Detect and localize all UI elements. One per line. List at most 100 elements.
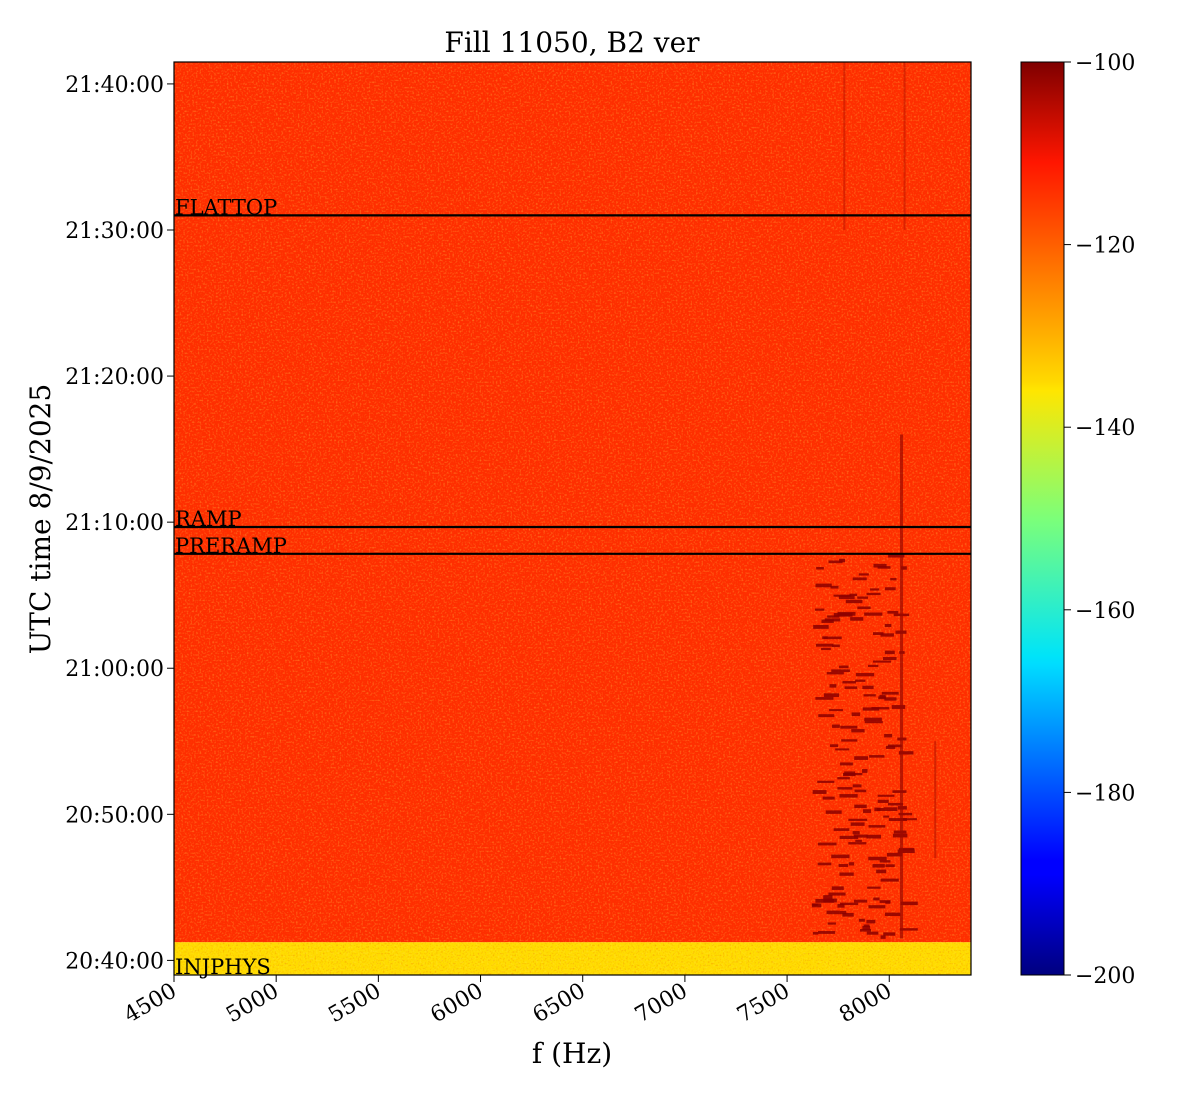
feature-mark bbox=[862, 685, 874, 690]
feature-mark bbox=[868, 856, 887, 861]
feature-mark bbox=[827, 615, 840, 618]
x-tick-label: 6000 bbox=[427, 979, 488, 1029]
feature-mark bbox=[845, 599, 863, 604]
feature-mark bbox=[823, 895, 833, 899]
feature-mark bbox=[872, 660, 891, 663]
feature-mark bbox=[829, 684, 837, 688]
feature-mark bbox=[837, 777, 850, 780]
feature-mark bbox=[852, 784, 862, 788]
feature-mark bbox=[848, 842, 867, 845]
feature-mark bbox=[828, 560, 843, 564]
feature-mark bbox=[842, 681, 856, 684]
feature-mark bbox=[860, 928, 872, 932]
feature-mark bbox=[822, 796, 835, 800]
feature-mark bbox=[831, 669, 850, 673]
feature-mark bbox=[883, 815, 890, 818]
feature-mark bbox=[858, 918, 865, 922]
feature-mark bbox=[838, 595, 855, 600]
feature-mark bbox=[840, 762, 853, 766]
feature-mark bbox=[886, 852, 903, 857]
feature-mark bbox=[849, 593, 858, 597]
feature-mark bbox=[832, 644, 840, 648]
feature-mark bbox=[852, 577, 867, 581]
chart-title: Fill 11050, B2 ver bbox=[444, 26, 700, 59]
feature-mark bbox=[891, 705, 906, 709]
feature-mark bbox=[839, 835, 859, 840]
feature-mark bbox=[823, 898, 837, 903]
feature-mark bbox=[880, 935, 886, 939]
feature-mark bbox=[885, 864, 895, 868]
feature-mark bbox=[868, 905, 886, 909]
feature-mark bbox=[883, 807, 898, 812]
feature-mark bbox=[817, 862, 832, 866]
feature-mark bbox=[832, 724, 840, 728]
feature-mark bbox=[878, 696, 887, 700]
feature-mark bbox=[884, 623, 892, 628]
noise-texture-dark bbox=[174, 62, 971, 975]
feature-mark bbox=[879, 900, 891, 903]
feature-mark bbox=[864, 721, 883, 724]
feature-mark bbox=[869, 755, 885, 758]
feature-mark bbox=[838, 864, 849, 867]
feature-mark bbox=[830, 585, 839, 589]
feature-mark bbox=[833, 594, 852, 597]
feature-mark bbox=[868, 825, 886, 828]
feature-mark bbox=[864, 717, 882, 722]
feature-mark bbox=[854, 789, 867, 793]
colorbar: −100 −120 −140 −160 −180 −200 bbox=[1020, 51, 1135, 989]
x-tick-label: 7000 bbox=[631, 979, 692, 1029]
annotation-label-flattop: FLATTOP bbox=[175, 195, 277, 219]
feature-mark bbox=[877, 794, 895, 797]
feature-mark bbox=[863, 809, 871, 813]
feature-mark bbox=[862, 769, 868, 773]
feature-mark bbox=[811, 903, 822, 908]
feature-mark bbox=[839, 872, 854, 876]
feature-mark bbox=[840, 725, 858, 729]
y-tick-label: 21:10:00 bbox=[65, 511, 164, 536]
feature-mark bbox=[873, 897, 880, 901]
feature-mark bbox=[877, 799, 889, 803]
feature-mark bbox=[843, 773, 863, 776]
feature-mark bbox=[823, 636, 842, 640]
colorbar-gradient bbox=[1020, 61, 1065, 976]
feature-mark bbox=[850, 822, 865, 826]
x-tick-label: 5500 bbox=[324, 979, 385, 1029]
feature-mark bbox=[857, 596, 868, 599]
feature-mark bbox=[853, 899, 868, 903]
feature-mark bbox=[817, 842, 837, 846]
feature-mark bbox=[868, 664, 879, 667]
feature-mark bbox=[866, 592, 881, 596]
feature-mark bbox=[853, 834, 868, 838]
feature-mark bbox=[884, 733, 893, 738]
feature-mark bbox=[848, 818, 868, 821]
feature-mark bbox=[839, 910, 847, 915]
feature-mark bbox=[826, 672, 844, 675]
feature-mark bbox=[881, 691, 899, 695]
feature-mark bbox=[842, 912, 854, 917]
feature-mark bbox=[854, 756, 869, 760]
feature-mark bbox=[863, 694, 876, 697]
colorbar-tick-label: −140 bbox=[1075, 416, 1135, 441]
feature-mark bbox=[883, 932, 896, 936]
feature-mark bbox=[837, 903, 845, 908]
annotation-label-ramp: RAMP bbox=[175, 507, 242, 531]
feature-mark bbox=[888, 818, 907, 822]
colorbar-tick-label: −100 bbox=[1075, 51, 1135, 76]
feature-mark bbox=[852, 831, 860, 835]
feature-mark bbox=[831, 854, 850, 859]
feature-mark bbox=[826, 910, 840, 915]
y-tick-label: 21:30:00 bbox=[65, 219, 164, 244]
colorbar-tick-label: −160 bbox=[1075, 599, 1135, 624]
feature-mark bbox=[872, 864, 885, 868]
feature-mark bbox=[899, 928, 918, 931]
feature-mark bbox=[888, 554, 905, 558]
feature-mark bbox=[815, 583, 832, 588]
feature-mark bbox=[839, 558, 846, 563]
colorbar-tick-label: −120 bbox=[1075, 234, 1135, 259]
feature-mark bbox=[825, 810, 842, 814]
feature-mark bbox=[812, 931, 819, 935]
feature-mark bbox=[870, 588, 880, 591]
feature-mark bbox=[839, 794, 858, 798]
feature-mark bbox=[874, 807, 881, 812]
y-tick-label: 20:40:00 bbox=[65, 949, 164, 974]
